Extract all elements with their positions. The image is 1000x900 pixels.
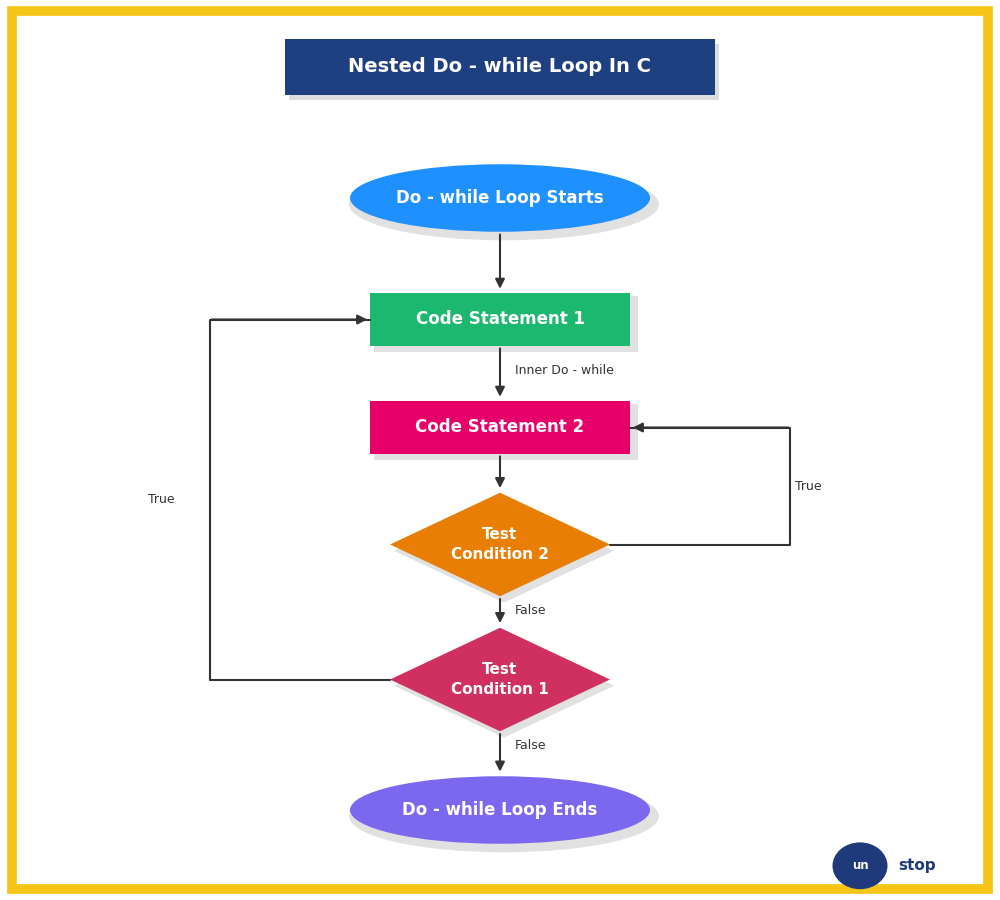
FancyBboxPatch shape — [289, 44, 719, 100]
Text: Test
Condition 2: Test Condition 2 — [451, 527, 549, 562]
Ellipse shape — [349, 780, 659, 852]
Text: True: True — [795, 480, 822, 492]
Text: True: True — [148, 493, 175, 506]
FancyBboxPatch shape — [374, 296, 638, 352]
Text: False: False — [515, 604, 546, 617]
FancyBboxPatch shape — [374, 404, 638, 460]
Ellipse shape — [832, 842, 888, 889]
Polygon shape — [394, 634, 614, 738]
Text: Do - while Loop Ends: Do - while Loop Ends — [402, 801, 598, 819]
Text: un: un — [852, 860, 868, 872]
Polygon shape — [390, 628, 610, 731]
Text: Nested Do - while Loop In C: Nested Do - while Loop In C — [349, 57, 652, 76]
FancyBboxPatch shape — [285, 39, 715, 94]
FancyBboxPatch shape — [370, 293, 630, 346]
Text: Inner Do - while: Inner Do - while — [515, 364, 614, 377]
Polygon shape — [394, 499, 614, 603]
Text: Code Statement 2: Code Statement 2 — [415, 418, 585, 436]
Text: Code Statement 1: Code Statement 1 — [416, 310, 584, 328]
Text: Do - while Loop Starts: Do - while Loop Starts — [396, 189, 604, 207]
Text: stop: stop — [898, 859, 936, 873]
Polygon shape — [390, 493, 610, 596]
Ellipse shape — [349, 168, 659, 240]
Text: Test
Condition 1: Test Condition 1 — [451, 662, 549, 697]
Ellipse shape — [350, 776, 650, 844]
Ellipse shape — [350, 164, 650, 231]
FancyBboxPatch shape — [370, 401, 630, 454]
Text: False: False — [515, 739, 546, 752]
